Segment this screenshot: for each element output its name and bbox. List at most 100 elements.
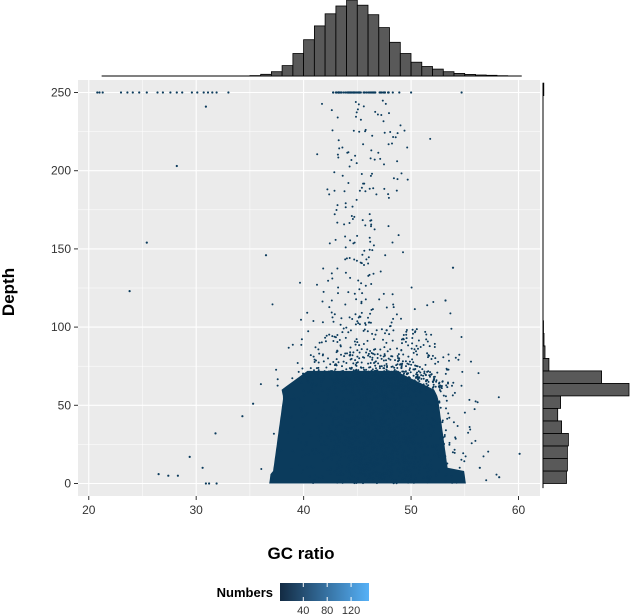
scatter-point (425, 385, 428, 388)
scatter-point (436, 371, 439, 374)
scatter-point (350, 366, 353, 369)
scatter-point (353, 385, 356, 388)
scatter-point (397, 383, 400, 386)
scatter-point (356, 355, 359, 358)
right-histogram-bar (542, 82, 545, 96)
scatter-point (354, 470, 357, 473)
scatter-point (363, 434, 366, 437)
scatter-point (390, 470, 393, 473)
scatter-point (408, 369, 411, 371)
scatter-point (344, 246, 347, 249)
scatter-point (379, 374, 382, 377)
scatter-point (307, 381, 310, 384)
scatter-point (360, 397, 363, 400)
scatter-point (339, 410, 342, 413)
scatter-point (330, 451, 333, 454)
scatter-point (351, 382, 354, 385)
scatter-point (368, 391, 371, 394)
scatter-point (383, 446, 386, 449)
scatter-point (371, 373, 373, 376)
scatter-point (363, 428, 365, 430)
scatter-point (384, 254, 387, 257)
scatter-point (451, 451, 454, 454)
scatter-point (333, 171, 336, 174)
scatter-point (419, 346, 422, 348)
scatter-point (318, 352, 321, 355)
scatter-point (360, 302, 363, 305)
scatter-point (399, 420, 402, 423)
scatter-point (362, 105, 365, 108)
scatter-point (407, 470, 410, 473)
scatter-point (370, 219, 373, 222)
scatter-point (445, 367, 448, 370)
scatter-point (335, 379, 338, 382)
scatter-point (352, 387, 354, 389)
scatter-point (315, 374, 318, 377)
scatter-point (379, 424, 382, 427)
scatter-point (381, 468, 384, 470)
scatter-point (322, 444, 325, 447)
scatter-point (300, 338, 303, 341)
scatter-point (313, 452, 316, 455)
scatter-point (371, 172, 373, 175)
scatter-point (413, 382, 416, 385)
scatter-point (390, 435, 393, 438)
scatter-point (360, 473, 363, 476)
scatter-point (397, 353, 400, 356)
scatter-point (360, 372, 363, 375)
scatter-point (396, 363, 399, 366)
scatter-point (385, 379, 388, 382)
scatter-point (336, 221, 339, 224)
scatter-point (330, 454, 333, 457)
scatter-point (334, 405, 336, 408)
scatter-point (358, 91, 361, 94)
scatter-point (396, 160, 399, 163)
top-histogram-bar (270, 71, 283, 77)
scatter-point (344, 371, 347, 374)
scatter-point (322, 378, 325, 381)
scatter-point (424, 400, 427, 403)
scatter-point (410, 400, 413, 403)
top-histogram-bar (399, 53, 412, 77)
scatter-point (394, 359, 396, 362)
scatter-point (432, 301, 435, 303)
scatter-point (366, 339, 369, 342)
scatter-point (400, 172, 403, 175)
scatter-point (343, 190, 346, 193)
scatter-point (391, 459, 394, 462)
scatter-point (360, 282, 363, 285)
scatter-point (427, 427, 430, 430)
scatter-point (392, 439, 395, 441)
scatter-point (401, 362, 404, 365)
scatter-point (422, 344, 425, 346)
scatter-point (485, 479, 488, 482)
scatter-point (214, 432, 217, 435)
scatter-point (363, 416, 366, 419)
scatter-point (299, 407, 302, 410)
scatter-point (429, 459, 432, 462)
scatter-point (408, 442, 411, 445)
scatter-point (390, 443, 392, 446)
scatter-point (344, 303, 347, 306)
scatter-point (440, 385, 443, 387)
scatter-point (406, 435, 409, 438)
x-tick-label: 60 (512, 503, 526, 517)
scatter-point (355, 410, 358, 413)
scatter-point (389, 461, 392, 464)
scatter-point (412, 420, 415, 423)
scatter-point (396, 367, 399, 369)
scatter-point (394, 397, 397, 400)
scatter-point (301, 367, 304, 370)
scatter-point (347, 476, 350, 479)
scatter-point (410, 363, 413, 366)
scatter-point (372, 187, 375, 190)
scatter-point (349, 346, 352, 349)
scatter-point (414, 466, 417, 469)
scatter-point (420, 374, 423, 377)
top-histogram-bar (389, 41, 401, 77)
scatter-point (497, 396, 500, 399)
scatter-point (453, 451, 456, 454)
scatter-point (366, 423, 369, 426)
scatter-point (414, 330, 417, 333)
right-histogram-bar (542, 370, 602, 384)
